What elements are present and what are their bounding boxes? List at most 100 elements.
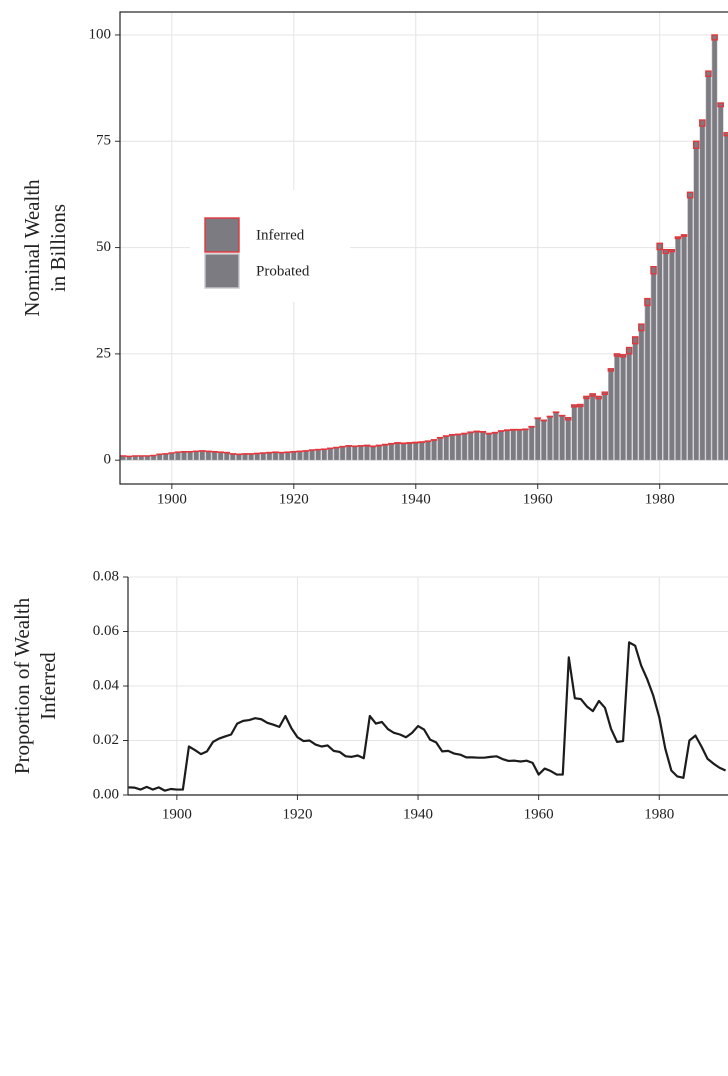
panel-border: [119, 11, 728, 485]
bar-segment: [492, 432, 498, 461]
bar-segment: [638, 330, 645, 461]
bar-segment: [607, 368, 615, 372]
y-axis-title: Nominal Wealthin Billions: [20, 179, 70, 317]
bar-segment: [315, 449, 322, 461]
marks: [120, 34, 728, 461]
x-tick-label: 1900: [162, 806, 192, 822]
bar-segment: [479, 431, 486, 461]
bar-segment: [229, 453, 236, 461]
bar-segment: [577, 403, 584, 408]
bar-segment: [443, 436, 450, 461]
bar-segment: [717, 102, 725, 108]
bar-segment: [705, 75, 712, 461]
y-tick-label: 0.00: [93, 786, 119, 802]
x-tick-label: 1940: [401, 491, 431, 507]
y-tick-label: 0.06: [93, 623, 120, 639]
bar-segment: [577, 406, 584, 461]
bar-segment: [376, 445, 383, 461]
bar-segment: [394, 442, 401, 461]
bar-segment: [370, 446, 377, 461]
bar-segment: [571, 406, 578, 461]
bar-segment: [571, 404, 578, 408]
y-axis-title-line: Proportion of Wealth: [10, 597, 34, 774]
x-tick-label: 1940: [403, 806, 433, 822]
legend-label: Inferred: [256, 227, 305, 243]
bar-segment: [638, 323, 645, 332]
bar-segment: [656, 242, 664, 251]
bar-segment: [620, 356, 627, 461]
bar-segment: [187, 451, 194, 461]
bar-segment: [583, 398, 590, 461]
bar-segment: [455, 434, 462, 461]
bar-segment: [631, 336, 639, 345]
bar-segment: [235, 454, 242, 461]
bar-segment: [217, 451, 224, 461]
bar-segment: [431, 439, 437, 461]
bar-segment: [625, 346, 633, 355]
bar-segment: [333, 447, 340, 461]
bar-segment: [711, 39, 718, 461]
bar-segment: [260, 452, 267, 461]
bar-segment: [211, 451, 218, 461]
x-tick-label: 1960: [524, 806, 554, 822]
bar-segment: [668, 251, 675, 461]
plot-area: 0 25 50 75 100 1900 1920 1940 1960 1980 Nominal We…: [20, 11, 728, 507]
legend-key: [204, 217, 240, 253]
bar-segment: [650, 273, 657, 461]
bar-segment: [382, 444, 389, 461]
bar-segment: [589, 395, 596, 461]
y-tick-label: 50: [96, 239, 111, 255]
bar-segment: [223, 452, 230, 461]
bar-segment: [723, 135, 728, 461]
bar-segment: [723, 132, 728, 137]
bar-segment: [339, 446, 346, 461]
bar-segment: [437, 437, 444, 461]
bar-segment: [534, 418, 541, 461]
y-axis-title-line: in Billions: [46, 204, 70, 292]
bar-segment: [321, 449, 328, 461]
bar-segment: [150, 455, 157, 461]
bar-segment: [278, 452, 285, 461]
bar-segment: [254, 453, 261, 461]
bar-segment: [272, 452, 279, 461]
bar-segment: [565, 419, 572, 461]
bar-segment: [351, 446, 358, 461]
bar-segment: [528, 426, 535, 461]
bar-segment: [461, 433, 468, 461]
bar-segment: [564, 416, 572, 421]
bar-segment: [583, 395, 590, 400]
bar-segment: [504, 430, 511, 461]
bar-segment: [296, 451, 303, 461]
bar-segment: [388, 443, 395, 461]
bar-segment: [540, 420, 547, 461]
bar-segment: [613, 353, 621, 357]
bar-segment: [650, 266, 657, 275]
bar-segment: [418, 442, 425, 461]
bar-segment: [711, 34, 718, 41]
bar-segment: [668, 249, 676, 253]
bar-segment: [614, 355, 620, 461]
bar-segment: [498, 430, 505, 461]
y-tick-label: 0: [104, 452, 112, 468]
bar-segment: [290, 451, 297, 461]
marks: [128, 641, 727, 792]
bar-segment: [553, 412, 559, 461]
bar-segment: [162, 453, 169, 461]
bar-segment: [699, 119, 706, 127]
bar-segment: [626, 353, 633, 461]
bar-segment: [662, 252, 669, 461]
bar-segment: [516, 429, 523, 461]
bar-segment: [595, 395, 603, 400]
bar-segment: [675, 238, 681, 461]
bar-segment: [692, 140, 700, 149]
bar-segment: [266, 452, 273, 461]
y-tick-label: 100: [89, 26, 112, 42]
bar-segment: [644, 297, 651, 307]
y-axis-title-line: Nominal Wealth: [20, 179, 44, 317]
bar-segment: [656, 249, 663, 461]
y-tick-label: 0.04: [93, 677, 120, 693]
y-tick-label: 0.02: [93, 732, 119, 748]
bar-segment: [601, 394, 608, 461]
bar-segment: [680, 234, 688, 237]
